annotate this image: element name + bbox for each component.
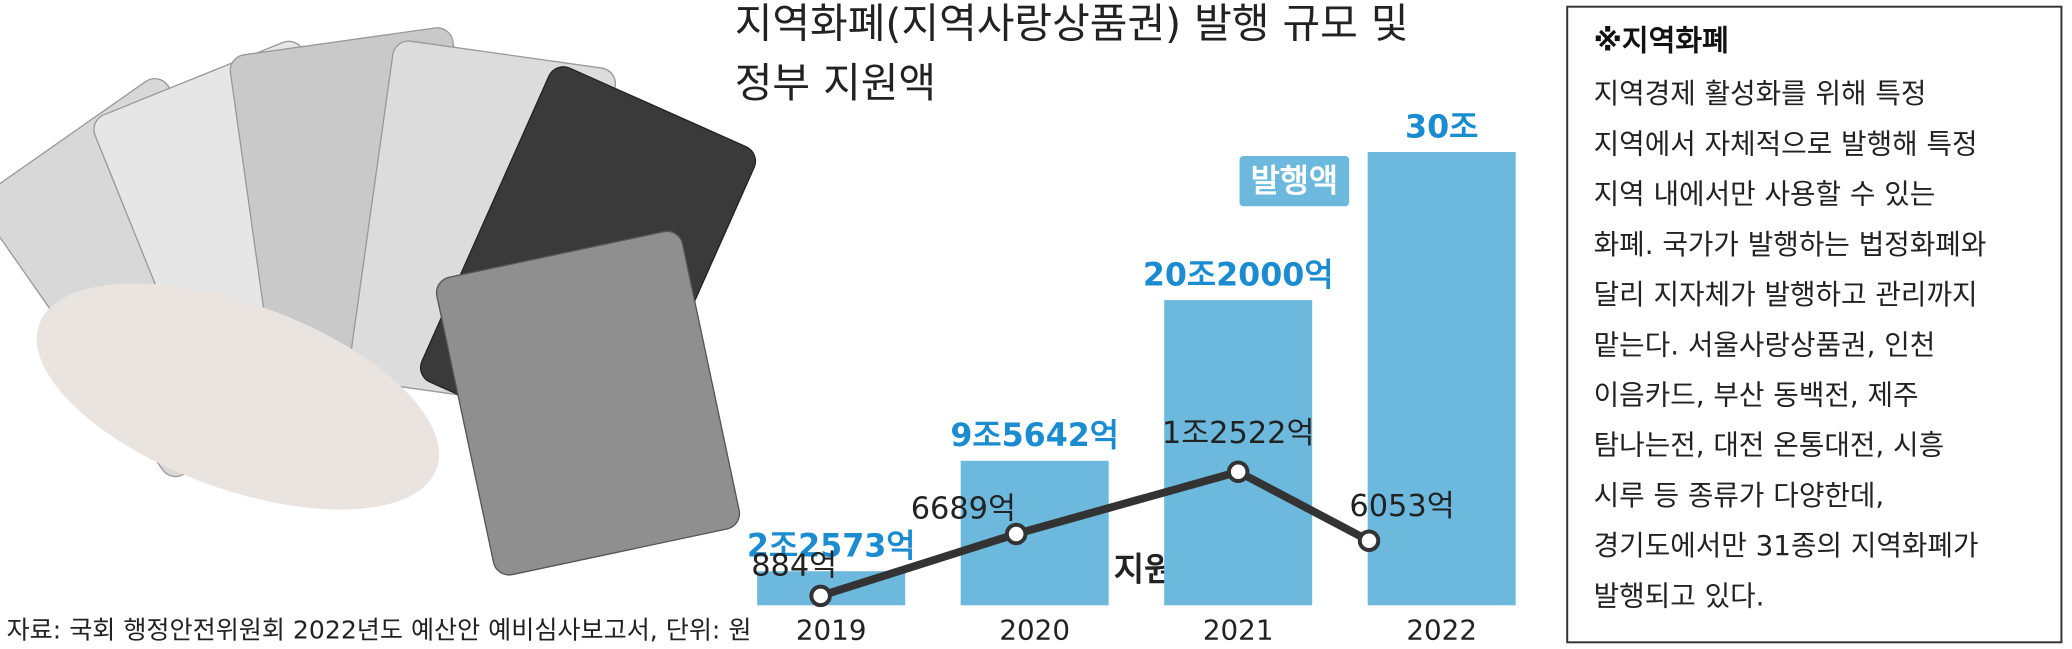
- plot: 2조2573억 9조5642억 20조2000억 30조 884억 6689억 1조2522…: [747, 109, 1516, 647]
- line: [819, 467, 1371, 600]
- legend-box: [1239, 156, 1350, 207]
- note-line: 지역에서 자체적으로 발행해 특정: [1594, 127, 1978, 160]
- bar-value-label: 30조: [1405, 109, 1478, 145]
- x-tick-label: 2020: [999, 614, 1070, 647]
- note-line: 경기도에서만 31종의 지역화폐가: [1594, 529, 1979, 562]
- x-tick-label: 2021: [1203, 614, 1274, 647]
- line-value-label: 6053억: [1349, 489, 1454, 524]
- bar-value-label: 9조5642억: [950, 418, 1119, 454]
- note-line: 발행되고 있다.: [1594, 579, 1765, 612]
- line-point: [1357, 529, 1381, 552]
- note-line: 맡는다. 서울사랑상품권, 인천: [1594, 328, 1936, 361]
- bar: [1164, 300, 1313, 606]
- line-point: [1004, 522, 1028, 546]
- note-line: 이음카드, 부산 동백전, 제주: [1594, 379, 1919, 412]
- note-line: 탐나는전, 대전 온통대전, 시흥: [1594, 429, 1944, 462]
- line-value-label: 6689억: [911, 492, 1016, 527]
- x-tick-label: 2022: [1406, 614, 1477, 647]
- note-line: 시루 등 종류가 다양한데,: [1594, 479, 1885, 512]
- line-value-label: 884억: [751, 548, 837, 583]
- bar-value-label: 2조2573억: [747, 528, 916, 564]
- line-point: [809, 584, 832, 608]
- x-tick-label: 2019: [796, 614, 867, 647]
- note-title: ※지역화폐: [1594, 23, 1729, 57]
- note-line: 달리 지자체가 발행하고 관리까지: [1594, 278, 1978, 311]
- note-box: [1566, 5, 2063, 644]
- card-photo: [0, 27, 757, 576]
- chart-title: 지역화폐(지역사랑상품권) 발행 규모 및: [735, 0, 1409, 48]
- line-point: [1226, 460, 1250, 483]
- chart-title: 정부 지원액: [735, 59, 936, 107]
- bar: [1367, 152, 1516, 606]
- bar: [960, 460, 1109, 606]
- note-line: 화폐. 국가가 발행하는 법정화폐와: [1594, 228, 1987, 261]
- bar-value-label: 20조2000억: [1143, 257, 1334, 293]
- line-value-label: 1조2522억: [1162, 416, 1315, 451]
- source: 자료: 국회 행정안전위원회 2022년도 예산안 예비심사보고서, 단위: 원: [7, 616, 752, 645]
- legend-label: 발행액: [1251, 163, 1339, 199]
- note-line: 지역경제 활성화를 위해 특정: [1594, 77, 1927, 110]
- note-line: 지역 내에서만 사용할 수 있는: [1594, 178, 1936, 211]
